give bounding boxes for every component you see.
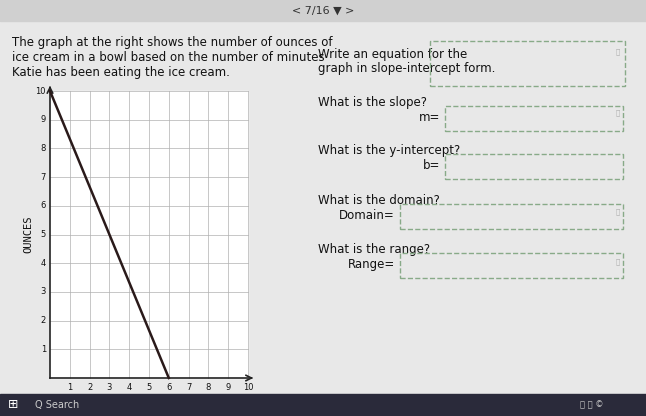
Text: m=: m= xyxy=(419,111,440,124)
Text: What is the y-intercept?: What is the y-intercept? xyxy=(318,144,460,157)
Text: 5: 5 xyxy=(41,230,46,239)
Text: 4: 4 xyxy=(41,259,46,268)
Text: 8: 8 xyxy=(41,144,46,153)
Bar xyxy=(0,0,646,21)
Text: 6: 6 xyxy=(166,383,171,392)
Text: ⬜: ⬜ xyxy=(616,109,620,116)
Text: The graph at the right shows the number of ounces of: The graph at the right shows the number … xyxy=(12,36,333,49)
Text: 6: 6 xyxy=(41,201,46,210)
Text: 3: 3 xyxy=(41,287,46,296)
Text: 3: 3 xyxy=(107,383,112,392)
Bar xyxy=(50,91,248,378)
Bar xyxy=(0,394,646,416)
Text: What is the slope?: What is the slope? xyxy=(318,96,427,109)
Text: What is the range?: What is the range? xyxy=(318,243,430,256)
Text: graph in slope-intercept form.: graph in slope-intercept form. xyxy=(318,62,495,75)
Text: OUNCES: OUNCES xyxy=(23,216,33,253)
Text: What is the domain?: What is the domain? xyxy=(318,194,440,207)
Text: 🔊 📁 ©: 🔊 📁 © xyxy=(580,401,603,409)
Text: 10: 10 xyxy=(243,383,253,392)
Text: ⬜: ⬜ xyxy=(616,258,620,265)
Text: 7: 7 xyxy=(186,383,191,392)
Text: Write an equation for the: Write an equation for the xyxy=(318,48,467,61)
Text: b=: b= xyxy=(422,159,440,172)
Text: 2: 2 xyxy=(87,383,92,392)
Text: 7: 7 xyxy=(41,173,46,182)
Text: MINUTES: MINUTES xyxy=(127,394,171,404)
Text: 8: 8 xyxy=(205,383,211,392)
Text: 9: 9 xyxy=(225,383,231,392)
Text: 10: 10 xyxy=(36,87,46,96)
Text: Range=: Range= xyxy=(348,258,395,271)
Text: < 7/16 ▼ >: < 7/16 ▼ > xyxy=(292,6,354,16)
Text: 4: 4 xyxy=(127,383,132,392)
Text: Q Search: Q Search xyxy=(35,400,79,410)
Text: ⬜: ⬜ xyxy=(616,48,620,54)
Text: 9: 9 xyxy=(41,115,46,124)
Text: ⬜: ⬜ xyxy=(616,208,620,215)
Text: 2: 2 xyxy=(41,316,46,325)
Text: Katie has been eating the ice cream.: Katie has been eating the ice cream. xyxy=(12,66,230,79)
Text: 5: 5 xyxy=(147,383,152,392)
Text: 1: 1 xyxy=(41,345,46,354)
Text: ice cream in a bowl based on the number of minutes: ice cream in a bowl based on the number … xyxy=(12,51,325,64)
Text: 1: 1 xyxy=(67,383,72,392)
Text: Domain=: Domain= xyxy=(339,209,395,222)
Text: ⊞: ⊞ xyxy=(8,399,19,411)
